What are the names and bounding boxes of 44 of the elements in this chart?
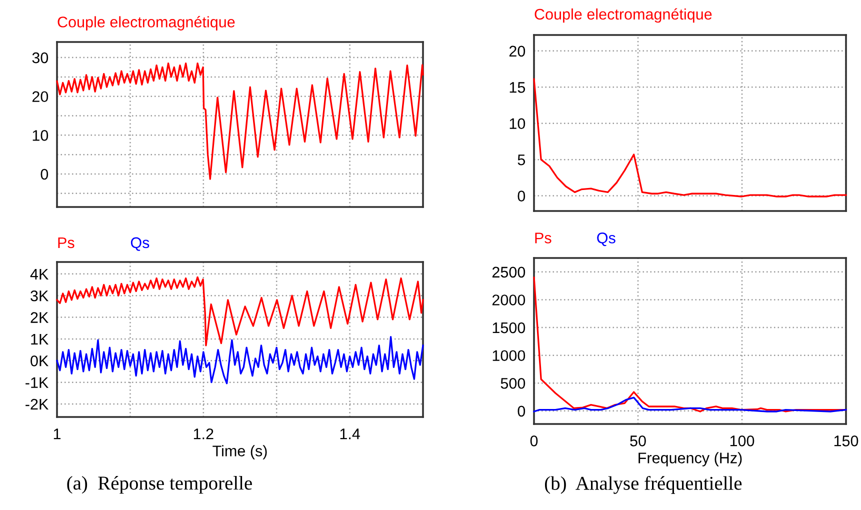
text: Ps (58, 237, 74, 248)
x-axis-title: Frequency (Hz) (638, 452, 742, 466)
text: Couple electromagnétique (534, 8, 712, 23)
y-tick-label: 2000 (492, 294, 526, 306)
y-tick-label: 30 (32, 52, 48, 64)
y-tick-label: 3K (30, 290, 48, 302)
y-tick-label: -1K (26, 377, 48, 388)
y-tick-label: 4K (30, 268, 48, 280)
y-tick-label: 5 (518, 154, 526, 166)
y-tick-label: 0 (518, 406, 526, 417)
y-tick-label: -2K (26, 398, 48, 410)
y-tick-label: 1000 (492, 350, 526, 362)
x-tick-label: 0 (530, 436, 538, 446)
y-tick-label: 500 (500, 378, 526, 389)
x-tick-label: 50 (630, 436, 646, 446)
y-tick-label: 1500 (492, 322, 526, 334)
text: (b) Analyse fréquentielle (544, 476, 742, 494)
x-tick-label: 100 (730, 436, 754, 446)
text: (a) Réponse temporelle (67, 476, 252, 494)
line-series (533, 396, 847, 412)
text: Qs (597, 232, 616, 246)
text: Ps (535, 232, 552, 244)
y-tick-label: 20 (32, 91, 48, 102)
x-tick-label: 1.2 (194, 428, 214, 440)
x-tick-label: 1.4 (340, 428, 360, 440)
x-tick-label: 1 (54, 428, 61, 440)
y-tick-label: 20 (509, 46, 526, 57)
y-tick-label: 10 (510, 118, 526, 130)
y-tick-label: 0 (518, 190, 526, 202)
line-series (56, 62, 424, 180)
text: Qs (130, 237, 150, 251)
text: Couple electromagnétique (58, 16, 235, 30)
y-tick-label: 15 (510, 82, 526, 93)
line-series (56, 276, 424, 346)
line-series (56, 336, 424, 384)
line-series (533, 78, 847, 198)
y-tick-label: 0 (40, 168, 48, 180)
x-axis-title: Time (s) (212, 445, 267, 460)
y-tick-label: 10 (32, 130, 48, 141)
x-tick-label: 150 (834, 436, 858, 446)
y-tick-label: 1K (31, 334, 48, 344)
y-tick-label: 2500 (492, 266, 526, 278)
y-tick-label: 2K (30, 312, 48, 323)
y-tick-label: 0K (30, 356, 48, 366)
